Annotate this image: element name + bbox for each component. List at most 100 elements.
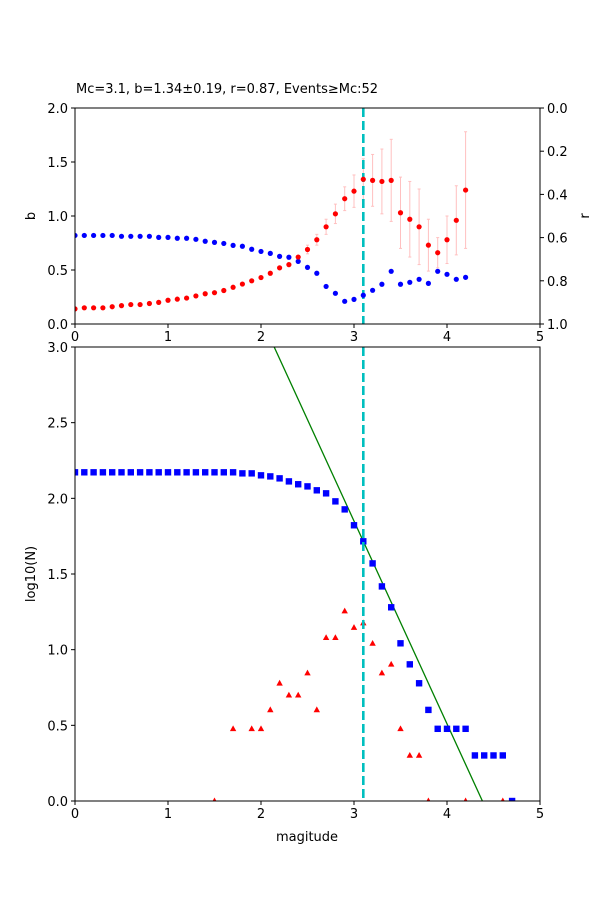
cumulative-point <box>434 725 441 733</box>
y-tick-label: 1.5 <box>47 156 68 171</box>
b-point <box>174 296 180 302</box>
cumulative-point <box>183 469 190 476</box>
cumulative-point <box>202 469 209 476</box>
b-point <box>444 237 450 243</box>
b-point <box>221 287 227 294</box>
r-point <box>91 232 97 239</box>
noncumulative-point <box>285 691 293 698</box>
r-point <box>184 235 190 241</box>
y-tick-label: 2.5 <box>47 417 68 432</box>
cumulative-point <box>118 469 125 476</box>
x-tick-label: 0 <box>71 807 79 822</box>
r-point <box>193 236 199 242</box>
r-point <box>81 232 87 239</box>
r-point <box>100 232 106 239</box>
noncumulative-point <box>212 797 217 801</box>
b-point <box>332 211 338 217</box>
axes-frame <box>74 107 541 325</box>
b-point <box>165 297 171 303</box>
x-tick-label: 3 <box>350 807 358 822</box>
cumulative-point <box>462 725 469 733</box>
cumulative-point <box>90 469 97 476</box>
noncumulative-point <box>276 679 283 686</box>
b-point <box>342 196 348 202</box>
noncumulative-point <box>267 706 274 713</box>
r-point <box>323 283 329 290</box>
noncumulative-point <box>295 691 302 698</box>
r-point <box>146 233 152 239</box>
b-point <box>323 224 329 230</box>
x-tick-label: 2 <box>257 330 265 345</box>
cumulative-point <box>81 469 88 476</box>
cumulative-point <box>295 481 302 488</box>
r-point <box>75 232 78 239</box>
cumulative-point <box>136 469 144 476</box>
b-point <box>109 304 115 310</box>
b-point <box>156 299 162 305</box>
chart-title: Mc=3.1, b=1.34±0.19, r=0.87, Events≥Mc:5… <box>76 82 378 97</box>
cumulative-point <box>304 483 311 490</box>
right-y-tick-label: 0.4 <box>547 188 568 203</box>
b-point <box>249 278 255 284</box>
cumulative-point <box>378 583 386 590</box>
b-point <box>258 274 264 281</box>
b-point <box>407 216 413 222</box>
y-tick-label: 1.0 <box>47 210 68 225</box>
cumulative-point <box>471 752 479 759</box>
b-point <box>379 178 385 185</box>
b-point <box>239 281 245 287</box>
b-point <box>351 188 357 194</box>
r-point <box>230 242 236 248</box>
y-tick-label: 3.0 <box>47 341 68 356</box>
r-point <box>342 298 348 304</box>
fit-line <box>273 347 484 801</box>
r-point <box>156 234 162 240</box>
b-point <box>146 300 152 307</box>
cumulative-point <box>425 706 432 714</box>
r-point <box>407 279 413 285</box>
b-point <box>137 301 143 308</box>
cumulative-point <box>99 469 107 476</box>
r-point <box>118 233 125 239</box>
b-point <box>463 187 469 193</box>
cumulative-point <box>481 752 488 759</box>
r-point <box>221 240 227 247</box>
r-point <box>397 281 404 287</box>
noncumulative-point <box>378 669 386 676</box>
y-tick-label: 2.0 <box>47 102 68 117</box>
b-point <box>416 224 422 230</box>
noncumulative-point <box>463 797 468 801</box>
x-tick-label: 4 <box>443 330 451 345</box>
noncumulative-point <box>322 634 330 641</box>
r-point <box>425 280 431 286</box>
noncumulative-point <box>350 624 358 630</box>
x-tick-label: 5 <box>536 330 544 345</box>
cumulative-point <box>164 469 172 476</box>
r-point <box>174 235 180 241</box>
top-y-label: b <box>24 212 39 220</box>
cumulative-point <box>127 469 134 476</box>
x-tick-label: 5 <box>536 807 544 822</box>
b-point <box>100 305 106 311</box>
cumulative-point <box>397 640 404 647</box>
noncumulative-point <box>257 725 265 732</box>
cumulative-point <box>146 469 153 476</box>
x-tick-label: 3 <box>350 330 358 345</box>
cumulative-point <box>155 469 162 476</box>
noncumulative-point <box>426 797 431 801</box>
noncumulative-point <box>313 706 320 713</box>
r-point <box>453 276 459 282</box>
cumulative-point <box>229 469 237 476</box>
plot-area <box>75 347 516 801</box>
b-point <box>118 303 125 309</box>
x-tick-label: 0 <box>71 330 79 345</box>
b-point <box>128 301 134 308</box>
y-tick-label: 0.0 <box>47 795 68 810</box>
r-point <box>444 271 450 277</box>
r-point <box>211 239 218 245</box>
b-point <box>397 210 404 216</box>
r-point <box>277 253 283 259</box>
b-point <box>184 295 190 301</box>
b-point <box>202 291 208 297</box>
r-point <box>286 254 292 260</box>
